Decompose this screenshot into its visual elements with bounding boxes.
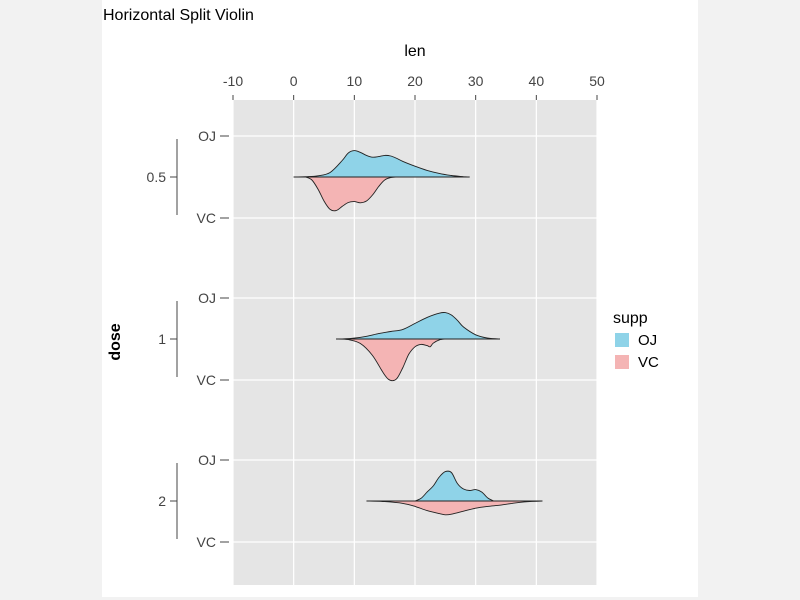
violin-shapes	[293, 150, 543, 516]
y-subgroup-label: VC	[197, 372, 216, 388]
violin-vc-dose-2	[366, 500, 543, 516]
y-subgroup-label: VC	[197, 210, 216, 226]
violin-oj-dose-2	[414, 470, 495, 502]
x-tick-label: 0	[290, 73, 298, 89]
x-axis: -10 0 10 20 30 40 50	[223, 73, 605, 100]
legend-label-vc: VC	[638, 354, 659, 371]
violin-vc-dose-1	[336, 338, 446, 382]
y-subgroup-label: OJ	[198, 128, 216, 144]
y-axis-label: dose	[107, 323, 124, 360]
chart-title: Horizontal Split Violin	[103, 7, 254, 24]
legend-title: supp	[613, 310, 648, 327]
x-tick-label: 40	[529, 73, 545, 89]
y-group-label: 2	[158, 493, 166, 509]
y-group-label: 1	[158, 331, 166, 347]
x-tick-label: 20	[407, 73, 423, 89]
violin-oj-dose-0_5	[293, 150, 470, 178]
x-tick-label: -10	[223, 73, 243, 89]
violin-oj-dose-1	[342, 311, 500, 340]
y-subgroup-label: OJ	[198, 290, 216, 306]
y-group-label: 0.5	[147, 169, 167, 185]
y-axis: 0.5 OJ VC 1 OJ VC 2 OJ VC	[147, 128, 229, 550]
legend: supp OJ VC	[613, 310, 659, 371]
x-tick-label: 50	[589, 73, 605, 89]
y-subgroup-label: VC	[197, 534, 216, 550]
legend-swatch-oj	[615, 333, 629, 347]
x-tick-label: 10	[347, 73, 363, 89]
legend-label-oj: OJ	[638, 332, 657, 349]
x-axis-label: len	[404, 43, 425, 60]
legend-swatch-vc	[615, 355, 629, 369]
x-tick-label: 30	[468, 73, 484, 89]
y-subgroup-label: OJ	[198, 452, 216, 468]
violin-vc-dose-0_5	[305, 176, 397, 212]
